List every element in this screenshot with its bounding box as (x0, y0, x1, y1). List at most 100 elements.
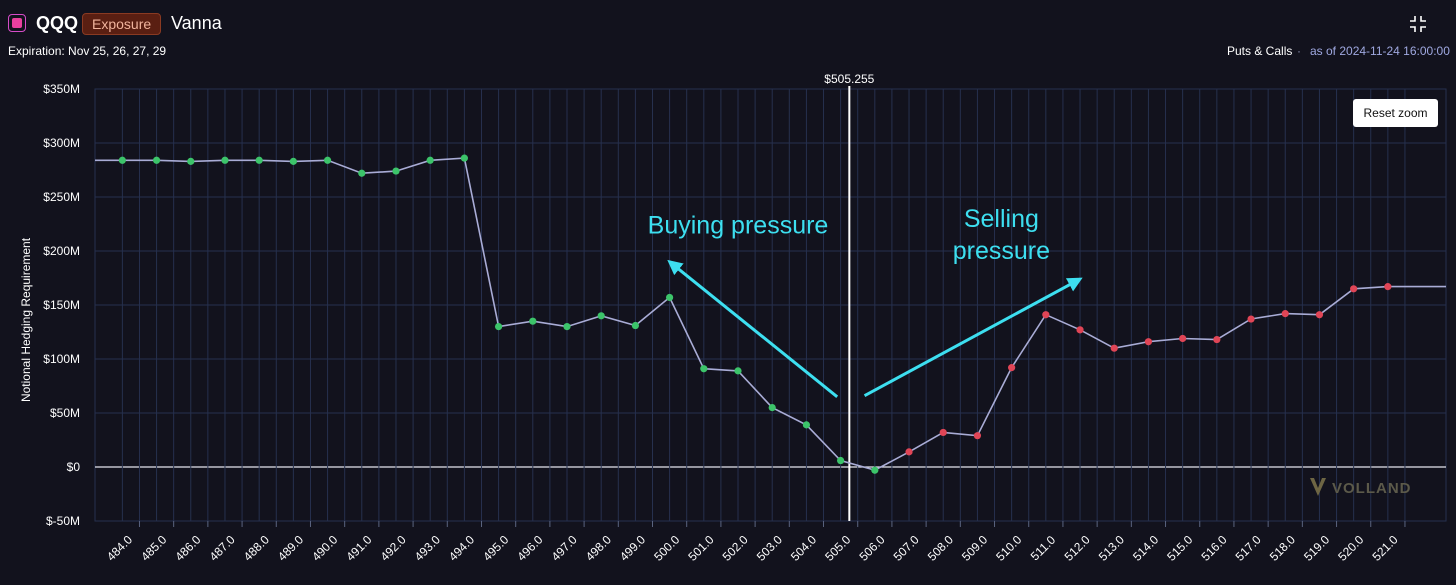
x-tick-label: 509.0 (959, 532, 990, 563)
data-point[interactable] (187, 157, 195, 165)
x-tick-label: 486.0 (172, 532, 203, 563)
scope-label: Puts & Calls (1227, 44, 1293, 58)
data-point[interactable] (1384, 283, 1392, 291)
x-tick-label: 498.0 (583, 532, 614, 563)
square-icon (8, 14, 26, 32)
x-tick-label: 512.0 (1062, 532, 1093, 563)
x-tick-label: 518.0 (1267, 532, 1298, 563)
y-tick-label: $150M (43, 298, 80, 312)
data-point[interactable] (1315, 311, 1324, 319)
metric-title: Vanna (171, 13, 222, 33)
y-tick-label: $200M (43, 244, 80, 258)
x-tick-label: 510.0 (993, 532, 1024, 563)
data-point[interactable] (1144, 338, 1153, 346)
collapse-icon[interactable] (1408, 14, 1428, 34)
x-tick-label: 497.0 (549, 532, 580, 563)
y-tick-label: $0 (67, 460, 81, 474)
buying-pressure-arrow (667, 259, 839, 398)
x-tick-label: 505.0 (822, 532, 853, 563)
y-axis-title: Notional Hedging Requirement (19, 237, 33, 402)
ticker-symbol: QQQ (36, 13, 79, 33)
data-point[interactable] (118, 156, 126, 164)
x-tick-label: 500.0 (651, 532, 682, 563)
data-point[interactable] (1350, 285, 1358, 293)
x-tick-label: 515.0 (1164, 532, 1195, 563)
x-tick-label: 489.0 (275, 532, 306, 563)
x-tick-label: 494.0 (446, 532, 477, 563)
data-point[interactable] (734, 367, 742, 375)
reset-zoom-button[interactable]: Reset zoom (1353, 99, 1438, 127)
x-tick-label: 495.0 (480, 532, 511, 563)
data-point[interactable] (494, 323, 503, 331)
data-point[interactable] (152, 156, 161, 164)
volland-logo-icon (1310, 478, 1326, 496)
data-point[interactable] (871, 466, 879, 474)
x-tick-label: 501.0 (685, 532, 716, 563)
spot-price-label: $505.255 (824, 72, 874, 86)
data-point[interactable] (460, 154, 468, 162)
data-point[interactable] (1247, 315, 1255, 323)
data-point[interactable] (802, 421, 811, 429)
data-point[interactable] (631, 321, 640, 330)
data-point[interactable] (1213, 335, 1221, 344)
x-tick-label: 514.0 (1130, 532, 1161, 563)
x-tick-label: 502.0 (720, 532, 751, 563)
y-tick-label: $350M (43, 82, 80, 96)
data-point[interactable] (973, 432, 982, 440)
data-point[interactable] (597, 312, 605, 320)
y-tick-label: $250M (43, 190, 80, 204)
x-tick-label: 517.0 (1233, 532, 1264, 563)
data-point[interactable] (1076, 326, 1084, 334)
x-tick-label: 507.0 (891, 532, 922, 563)
data-point[interactable] (1281, 310, 1289, 318)
data-point[interactable] (939, 428, 947, 437)
data-point[interactable] (1008, 364, 1016, 372)
data-point[interactable] (1042, 311, 1050, 319)
data-point[interactable] (666, 293, 674, 302)
x-tick-label: 499.0 (617, 532, 648, 563)
data-point[interactable] (768, 404, 776, 412)
x-tick-label: 503.0 (754, 532, 785, 563)
selling-pressure-arrow (863, 277, 1083, 398)
x-tick-label: 488.0 (241, 532, 272, 563)
y-tick-label: $100M (43, 352, 80, 366)
x-tick-label: 496.0 (514, 532, 545, 563)
data-point[interactable] (1179, 334, 1187, 343)
data-point[interactable] (700, 365, 708, 373)
data-point[interactable] (255, 156, 263, 164)
data-point[interactable] (837, 456, 845, 465)
data-point[interactable] (426, 156, 434, 164)
data-point[interactable] (392, 167, 400, 175)
x-tick-label: 492.0 (378, 532, 409, 563)
data-point[interactable] (905, 448, 913, 456)
x-tick-label: 519.0 (1301, 532, 1332, 563)
data-point[interactable] (323, 156, 332, 164)
y-tick-label: $50M (50, 406, 80, 420)
data-point[interactable] (221, 156, 229, 164)
data-point[interactable] (358, 169, 366, 177)
data-point[interactable] (563, 323, 571, 331)
exposure-badge[interactable]: Exposure (82, 13, 162, 35)
data-point[interactable] (529, 317, 537, 325)
data-point[interactable] (1110, 344, 1118, 352)
x-tick-label: 484.0 (104, 532, 135, 563)
x-tick-label: 511.0 (1028, 533, 1059, 564)
x-tick-label: 485.0 (138, 532, 169, 563)
y-tick-label: $-50M (46, 514, 80, 528)
x-tick-label: 513.0 (1096, 532, 1127, 563)
x-tick-label: 490.0 (309, 532, 340, 563)
selling-pressure-label: pressure (953, 237, 1050, 265)
chart-header: QQQ Exposure Vanna Expiration: Nov 25, 2… (0, 0, 1456, 72)
series-line (95, 157, 1446, 472)
data-point[interactable] (289, 157, 297, 165)
x-tick-label: 508.0 (925, 532, 956, 563)
x-tick-label: 506.0 (856, 532, 887, 563)
watermark: VOLLAND (1310, 478, 1411, 497)
x-tick-label: 520.0 (1335, 532, 1366, 563)
expiration-label: Expiration: Nov 25, 26, 27, 29 (8, 44, 167, 58)
x-tick-label: 521.0 (1369, 532, 1400, 563)
x-tick-label: 504.0 (788, 532, 819, 563)
separator-dot: · (1297, 44, 1301, 58)
x-tick-label: 487.0 (207, 532, 238, 563)
